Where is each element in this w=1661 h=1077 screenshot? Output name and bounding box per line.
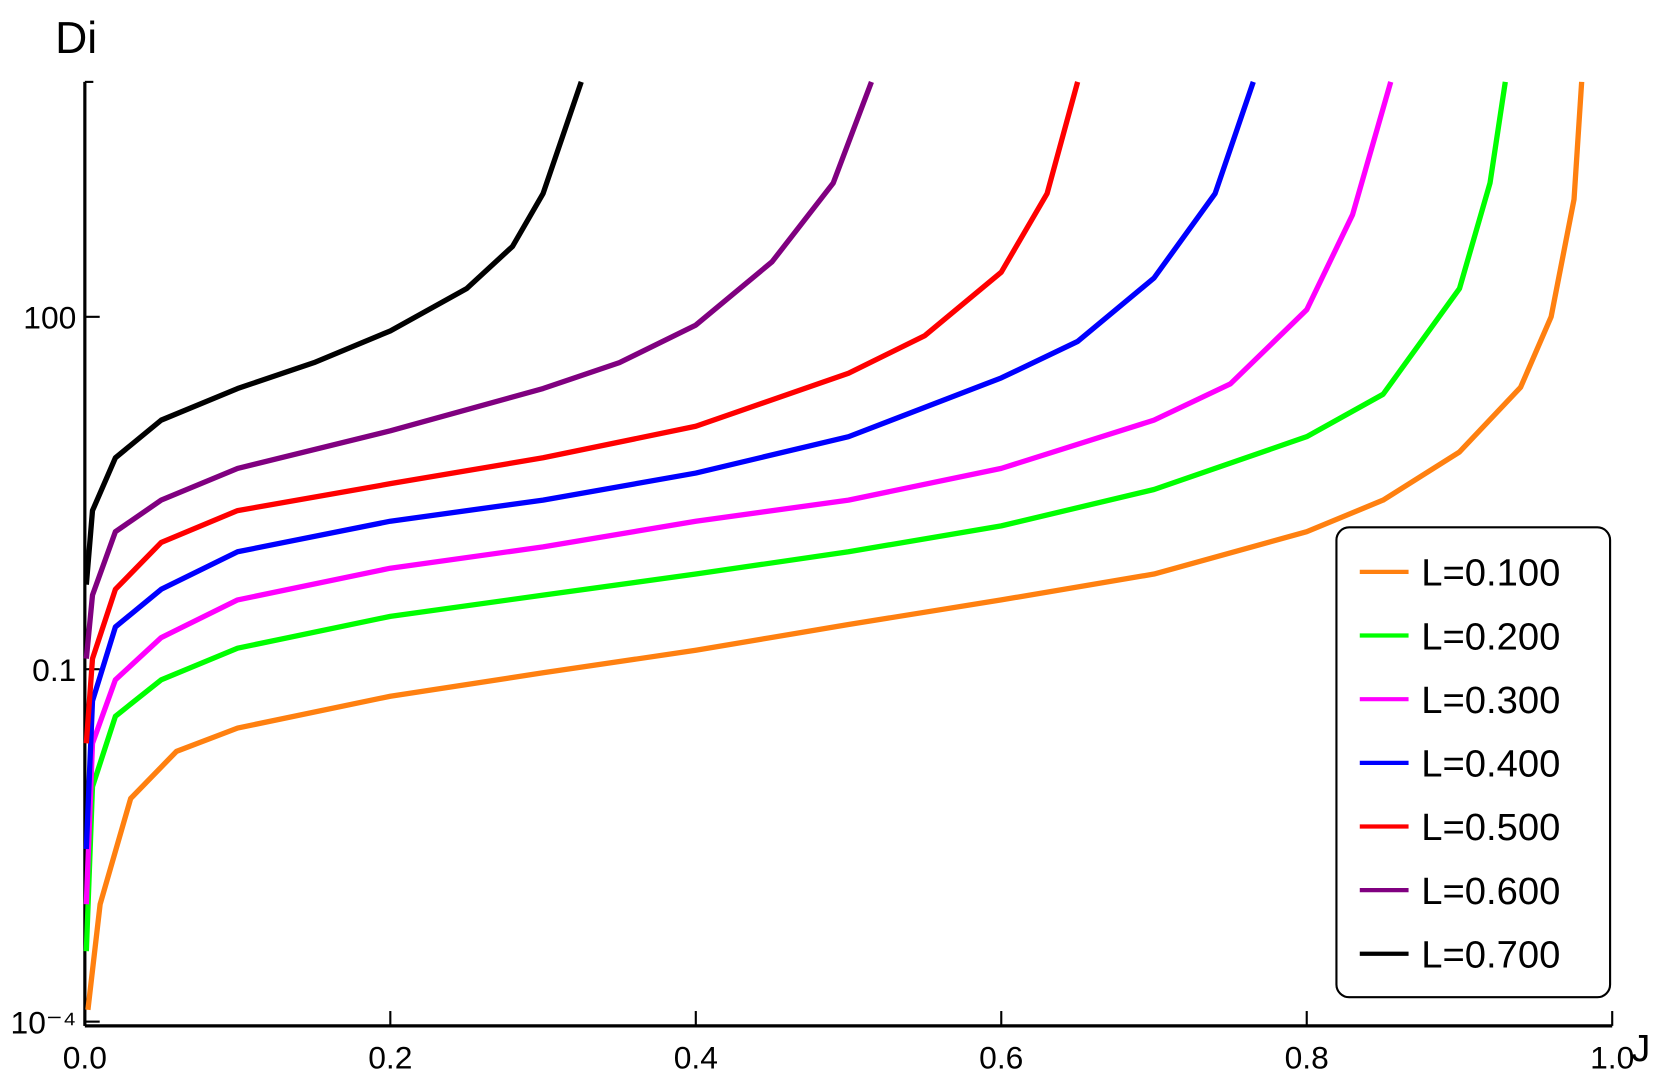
x-tick-label: 0.6: [979, 1039, 1023, 1075]
x-tick-label: 0.8: [1285, 1039, 1329, 1075]
legend-label: L=0.500: [1421, 806, 1560, 849]
series-line: [83, 81, 584, 585]
x-tick-label: 0.0: [63, 1039, 107, 1075]
series-line: [83, 80, 874, 659]
y-tick-label: 0.1: [32, 652, 76, 688]
legend-label: L=0.400: [1421, 743, 1560, 786]
series-line: [83, 81, 1508, 952]
legend-label: L=0.600: [1421, 870, 1560, 913]
legend-label: L=0.300: [1421, 679, 1560, 722]
x-tick-label: 0.2: [368, 1039, 412, 1075]
y-axis-label: Di: [55, 14, 97, 63]
legend-label: L=0.700: [1421, 934, 1560, 977]
legend-box: [1335, 526, 1612, 999]
y-tick-label: 10⁻⁴: [11, 1004, 77, 1040]
legend-label: L=0.100: [1421, 552, 1560, 595]
series-line: [83, 81, 1256, 850]
x-tick-label: 1.0: [1590, 1039, 1634, 1075]
legend: L=0.100 L=0.200 L=0.300 L=0.400 L=0.500 L=0.6…: [1335, 526, 1612, 999]
x-axis-label: J: [1631, 1027, 1650, 1070]
series-line: [83, 81, 1081, 744]
legend-label: L=0.200: [1421, 615, 1560, 658]
series-line: [83, 81, 1394, 905]
series-line: [85, 81, 1585, 1011]
y-tick-label: 100: [23, 299, 76, 335]
x-tick-label: 0.4: [674, 1039, 718, 1075]
